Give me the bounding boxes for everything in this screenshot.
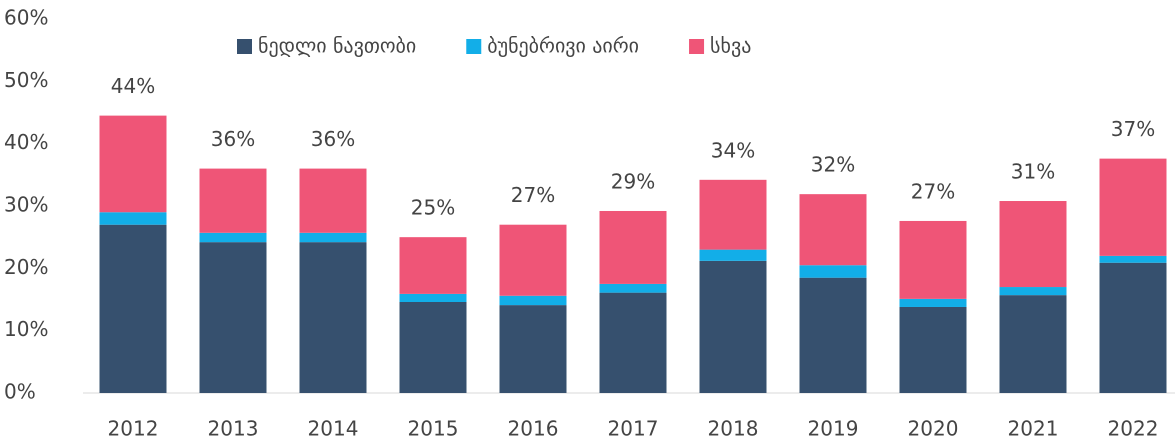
bar-segment [899,220,967,299]
total-label: 44% [111,74,155,98]
y-tick-label: 20% [4,255,48,279]
total-label: 27% [911,179,955,203]
x-tick-label: 2012 [108,417,159,441]
total-label: 36% [211,127,255,151]
x-tick-label: 2017 [608,417,659,441]
bar-segment [199,232,267,243]
total-label: 34% [711,138,755,162]
x-tick-label: 2022 [1108,417,1159,441]
bar-segment [599,283,667,293]
x-tick-label: 2016 [508,417,559,441]
bar-segment [899,306,967,393]
x-tick-label: 2013 [208,417,259,441]
bar-segment [1099,255,1167,263]
bar-segment [799,194,867,266]
bar-segment [399,301,467,393]
bar-segment [799,277,867,393]
y-tick-label: 0% [4,380,36,404]
x-tick-label: 2019 [808,417,859,441]
bar-segment [99,224,167,393]
x-tick-label: 2021 [1008,417,1059,441]
y-tick-label: 10% [4,317,48,341]
total-label: 29% [611,169,655,193]
bar-segment [1099,262,1167,393]
total-label: 37% [1111,117,1155,141]
bar-segment [999,201,1067,288]
bar-segment [399,237,467,294]
total-label: 36% [311,127,355,151]
y-tick-label: 60% [4,6,48,30]
bar-segment [199,242,267,393]
bar-segment [699,249,767,261]
y-tick-label: 30% [4,193,48,217]
bar-segment [299,232,367,243]
bar-segment [699,260,767,393]
bar-segment [499,295,567,306]
x-tick-label: 2020 [908,417,959,441]
bar-segment [899,298,967,307]
bar-segment [999,295,1067,393]
legend-swatch [237,39,252,54]
bar-segment [999,287,1067,296]
bar-segment [1099,158,1167,256]
bar-segment [499,224,567,296]
bar-segment [799,265,867,278]
y-tick-label: 50% [4,68,48,92]
bar-segment [99,115,167,213]
bar-segment [299,168,367,233]
legend-label: სხვა [710,34,751,58]
bar-segment [599,292,667,393]
y-tick-label: 40% [4,130,48,154]
bar-segment [99,212,167,225]
legend-swatch [466,39,482,54]
x-tick-label: 2015 [408,417,459,441]
total-label: 31% [1011,160,1055,184]
bar-segment [199,168,267,233]
bar-segment [599,210,667,284]
total-label: 32% [811,153,855,177]
x-tick-label: 2014 [308,417,359,441]
bar-segment [399,293,467,302]
total-label: 27% [511,183,555,207]
bar-segment [499,305,567,393]
legend-label: ბუნებრივი აირი [487,34,639,58]
legend-label: ნედლი ნავთობი [258,34,416,58]
bar-segment [699,179,767,250]
total-label: 25% [411,196,455,220]
bar-segment [299,242,367,393]
legend-swatch [689,39,705,54]
x-tick-label: 2018 [708,417,759,441]
